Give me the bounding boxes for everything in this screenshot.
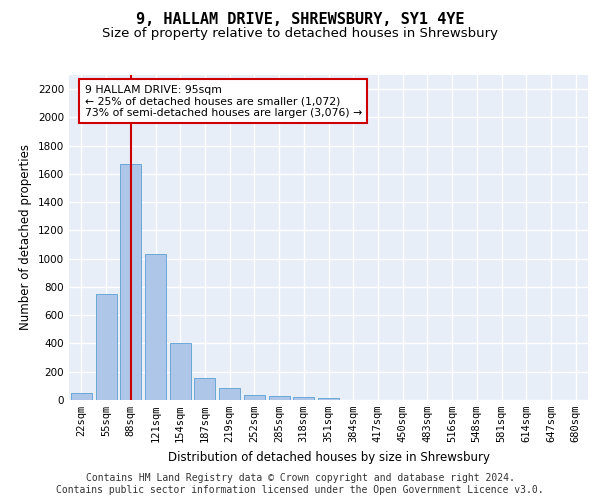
Bar	[170, 343, 191, 400]
Text: 9 HALLAM DRIVE: 95sqm
← 25% of detached houses are smaller (1,072)
73% of semi-d: 9 HALLAM DRIVE: 95sqm ← 25% of detached …	[85, 84, 362, 118]
X-axis label: Distribution of detached houses by size in Shrewsbury: Distribution of detached houses by size …	[167, 450, 490, 464]
Bar	[95, 294, 116, 400]
Text: Size of property relative to detached houses in Shrewsbury: Size of property relative to detached ho…	[102, 28, 498, 40]
Bar	[269, 396, 290, 400]
Bar	[318, 398, 339, 400]
Text: Contains HM Land Registry data © Crown copyright and database right 2024.
Contai: Contains HM Land Registry data © Crown c…	[56, 474, 544, 495]
Bar	[219, 388, 240, 400]
Bar	[120, 164, 141, 400]
Bar	[293, 397, 314, 400]
Bar	[244, 394, 265, 400]
Y-axis label: Number of detached properties: Number of detached properties	[19, 144, 32, 330]
Text: 9, HALLAM DRIVE, SHREWSBURY, SY1 4YE: 9, HALLAM DRIVE, SHREWSBURY, SY1 4YE	[136, 12, 464, 28]
Bar	[71, 393, 92, 400]
Bar	[145, 254, 166, 400]
Bar	[194, 378, 215, 400]
